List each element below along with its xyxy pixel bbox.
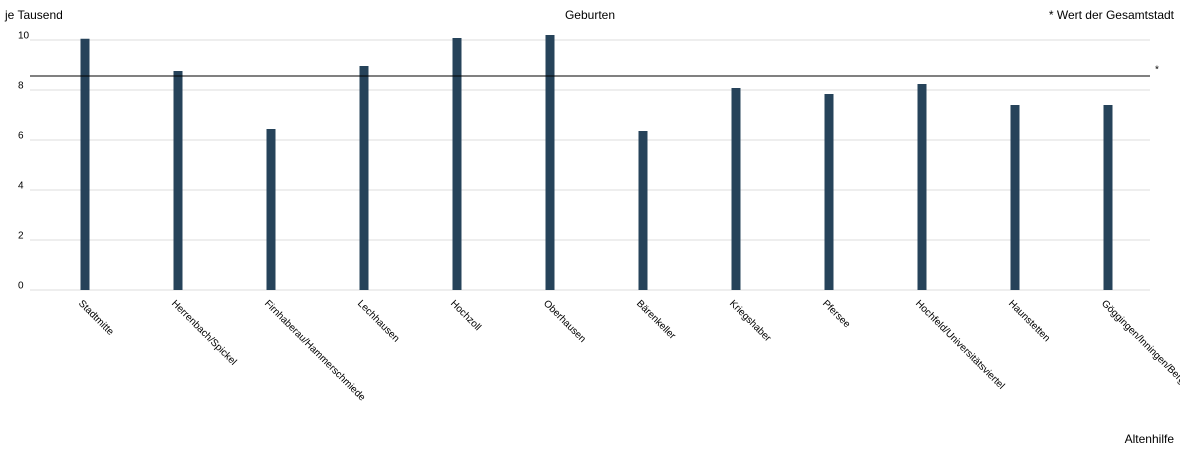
footer: Altenhilfe [1125, 432, 1175, 446]
bar [359, 66, 369, 290]
x-tick-label: Herrenbach/Spickel [169, 298, 238, 367]
x-tick-label: Bärenkeller [634, 298, 678, 342]
bar [266, 129, 276, 290]
bar [545, 35, 555, 290]
y-tick-label: 4 [18, 181, 24, 192]
bar [1103, 105, 1113, 290]
x-tick-label: Pfersee [820, 298, 852, 330]
bar [731, 88, 741, 290]
note: * Wert der Gesamtstadt [1049, 8, 1175, 22]
bar [917, 84, 927, 290]
x-tick-label: Stadtmitte [76, 298, 116, 338]
bar [824, 94, 834, 290]
x-tick-label: Lechhausen [355, 298, 401, 344]
bar [452, 38, 462, 290]
y-tick-label: 0 [18, 281, 24, 292]
x-tick-label: Kriegshaber [727, 298, 773, 344]
y-axis-label: je Tausend [4, 8, 63, 22]
y-tick-label: 10 [18, 31, 30, 42]
y-tick-label: 6 [18, 131, 24, 142]
y-tick-label: 8 [18, 81, 24, 92]
x-tick-label: Göggingen/Inningen/Bergheim [1099, 298, 1180, 402]
y-tick-label: 2 [18, 231, 24, 242]
chart-title: Geburten [565, 8, 615, 22]
bar [173, 71, 183, 290]
x-tick-label: Hochzoll [448, 298, 483, 333]
x-tick-label: Haunstetten [1006, 298, 1052, 344]
x-tick-label: Oberhausen [541, 298, 588, 345]
reference-label: * [1155, 65, 1159, 76]
x-tick-label: Hochfeld/Universitätsviertel [913, 298, 1006, 391]
x-tick-label: Firnhaberau/Hammerschmiede [262, 298, 368, 404]
bar [638, 131, 648, 290]
bar [1010, 105, 1020, 290]
bar [80, 38, 90, 290]
